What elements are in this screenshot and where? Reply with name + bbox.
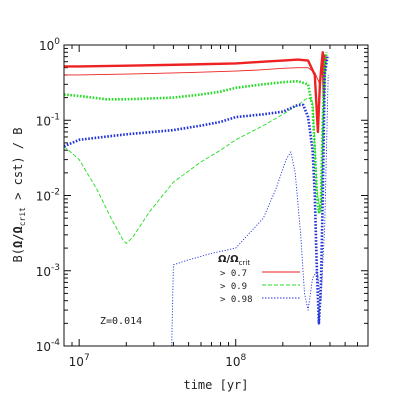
legend-label-0.7: > 0.7: [220, 269, 247, 279]
x-tick-label: 108: [225, 353, 246, 369]
svg-text:B(Ω/Ωcrit > cst) / B: B(Ω/Ωcrit > cst) / B: [11, 128, 27, 263]
x-tick-label: 107: [69, 353, 90, 369]
legend-label-0.9: > 0.9: [220, 282, 247, 292]
plot-frame: [63, 44, 369, 347]
y-tick-label: 10-1: [36, 112, 60, 128]
series-line-2-1: [171, 74, 329, 346]
series-line-0-1: [64, 54, 324, 85]
x-axis-title: time [yr]: [183, 378, 248, 392]
chart-legend: Ω/Ωcrit > 0.7 > 0.9 > 0.98: [218, 254, 300, 305]
y-tick-label: 10-3: [36, 263, 60, 279]
y-tick-label: 100: [39, 37, 60, 53]
series-line-0-0: [64, 51, 326, 134]
plot-lines: [64, 51, 329, 346]
metallicity-annotation: Z=0.014: [100, 316, 142, 327]
series-line-1-0: [64, 52, 328, 214]
y-axis-title: B(Ω/Ωcrit > cst) / B: [11, 128, 27, 263]
y-tick-label: 10-4: [36, 338, 61, 354]
axis-ticks: 107 108 100 10-1 10-2 10-3 10-4: [36, 37, 369, 369]
legend-title: Ω/Ωcrit: [218, 254, 250, 267]
legend-label-0.98: > 0.98: [220, 295, 253, 305]
y-tick-label: 10-2: [36, 188, 60, 204]
series-line-2-0: [64, 56, 329, 325]
series-line-1-1: [64, 61, 326, 244]
